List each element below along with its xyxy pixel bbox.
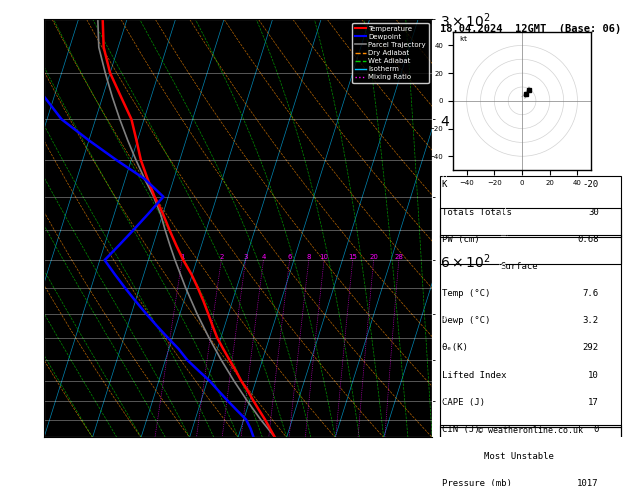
Text: 15: 15 xyxy=(348,254,357,260)
Text: PW (cm): PW (cm) xyxy=(442,235,479,243)
Text: Lifted Index: Lifted Index xyxy=(442,370,506,380)
Text: 0: 0 xyxy=(593,425,599,434)
Text: 3.2: 3.2 xyxy=(582,316,599,325)
Text: Most Unstable: Most Unstable xyxy=(484,452,554,461)
Text: 1: 1 xyxy=(180,254,184,260)
Text: 2: 2 xyxy=(219,254,223,260)
Text: 7.6: 7.6 xyxy=(582,289,599,298)
Text: K: K xyxy=(442,180,447,190)
Text: 4: 4 xyxy=(261,254,265,260)
Y-axis label: hPa: hPa xyxy=(0,220,5,237)
Text: 8: 8 xyxy=(306,254,311,260)
Text: kt: kt xyxy=(460,36,468,42)
Text: Surface: Surface xyxy=(501,262,538,271)
Text: θₑ(K): θₑ(K) xyxy=(442,343,469,352)
Text: LCL: LCL xyxy=(435,415,450,424)
Text: 20: 20 xyxy=(369,254,378,260)
Text: 10: 10 xyxy=(320,254,328,260)
Text: -20: -20 xyxy=(582,180,599,190)
Text: 1017: 1017 xyxy=(577,479,599,486)
Title: 52°12'N  0°11'E  53m ASL: 52°12'N 0°11'E 53m ASL xyxy=(170,9,306,18)
Text: 28: 28 xyxy=(394,254,403,260)
Text: CIN (J): CIN (J) xyxy=(442,425,479,434)
Text: CAPE (J): CAPE (J) xyxy=(442,398,484,407)
Y-axis label: Mixing Ratio (g/kg): Mixing Ratio (g/kg) xyxy=(498,186,507,271)
Text: Temp (°C): Temp (°C) xyxy=(442,289,490,298)
Text: Pressure (mb): Pressure (mb) xyxy=(442,479,511,486)
Text: km
ASL: km ASL xyxy=(440,3,455,22)
Text: 6: 6 xyxy=(287,254,292,260)
Text: Totals Totals: Totals Totals xyxy=(442,208,511,217)
Text: 30: 30 xyxy=(588,208,599,217)
Text: hPa: hPa xyxy=(13,0,31,9)
X-axis label: Dewpoint / Temperature (°C): Dewpoint / Temperature (°C) xyxy=(168,462,308,472)
Text: 17: 17 xyxy=(588,398,599,407)
Text: 3: 3 xyxy=(243,254,248,260)
Text: Dewp (°C): Dewp (°C) xyxy=(442,316,490,325)
Text: 10: 10 xyxy=(588,370,599,380)
Text: 292: 292 xyxy=(582,343,599,352)
Legend: Temperature, Dewpoint, Parcel Trajectory, Dry Adiabat, Wet Adiabat, Isotherm, Mi: Temperature, Dewpoint, Parcel Trajectory… xyxy=(352,23,429,83)
Text: 18.04.2024  12GMT  (Base: 06): 18.04.2024 12GMT (Base: 06) xyxy=(440,24,621,34)
Text: 0.68: 0.68 xyxy=(577,235,599,243)
Text: © weatheronline.co.uk: © weatheronline.co.uk xyxy=(478,426,583,435)
